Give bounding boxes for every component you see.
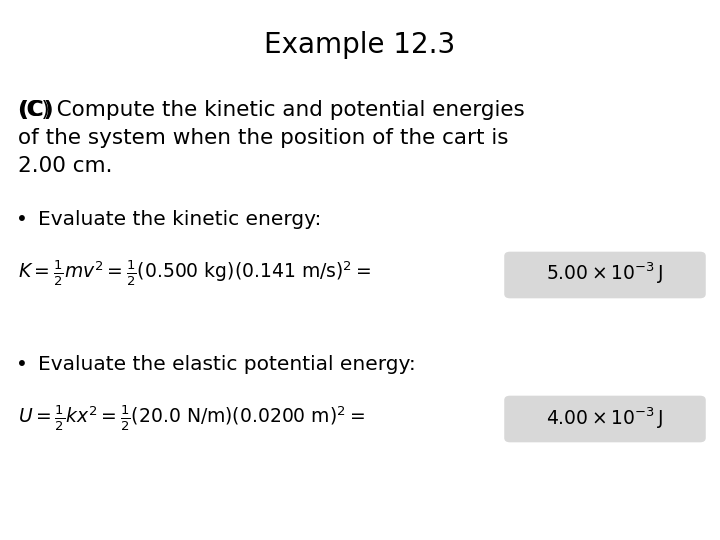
Text: Example 12.3: Example 12.3 <box>264 31 456 59</box>
Text: $5.00 \times 10^{-3}\,\mathrm{J}$: $5.00 \times 10^{-3}\,\mathrm{J}$ <box>546 260 664 286</box>
Text: $U = \frac{1}{2}kx^2 = \frac{1}{2}(20.0\ \mathrm{N/m})(0.0200\ \mathrm{m})^2 = $: $U = \frac{1}{2}kx^2 = \frac{1}{2}(20.0\… <box>18 403 365 433</box>
Text: (C): (C) <box>18 100 53 120</box>
Text: 2.00 cm.: 2.00 cm. <box>18 156 112 176</box>
Text: of the system when the position of the cart is: of the system when the position of the c… <box>18 128 508 148</box>
Text: •: • <box>16 210 28 229</box>
FancyBboxPatch shape <box>504 252 706 298</box>
Text: $4.00 \times 10^{-3}\,\mathrm{J}$: $4.00 \times 10^{-3}\,\mathrm{J}$ <box>546 405 664 431</box>
Text: $K = \frac{1}{2}mv^2 = \frac{1}{2}(0.500\ \mathrm{kg})(0.141\ \mathrm{m/s})^2 = : $K = \frac{1}{2}mv^2 = \frac{1}{2}(0.500… <box>18 258 372 288</box>
Text: •: • <box>16 355 28 374</box>
Text: Evaluate the kinetic energy:: Evaluate the kinetic energy: <box>38 210 321 229</box>
Text: (C) Compute the kinetic and potential energies: (C) Compute the kinetic and potential en… <box>18 100 525 120</box>
FancyBboxPatch shape <box>504 396 706 442</box>
Text: Evaluate the elastic potential energy:: Evaluate the elastic potential energy: <box>38 355 415 374</box>
